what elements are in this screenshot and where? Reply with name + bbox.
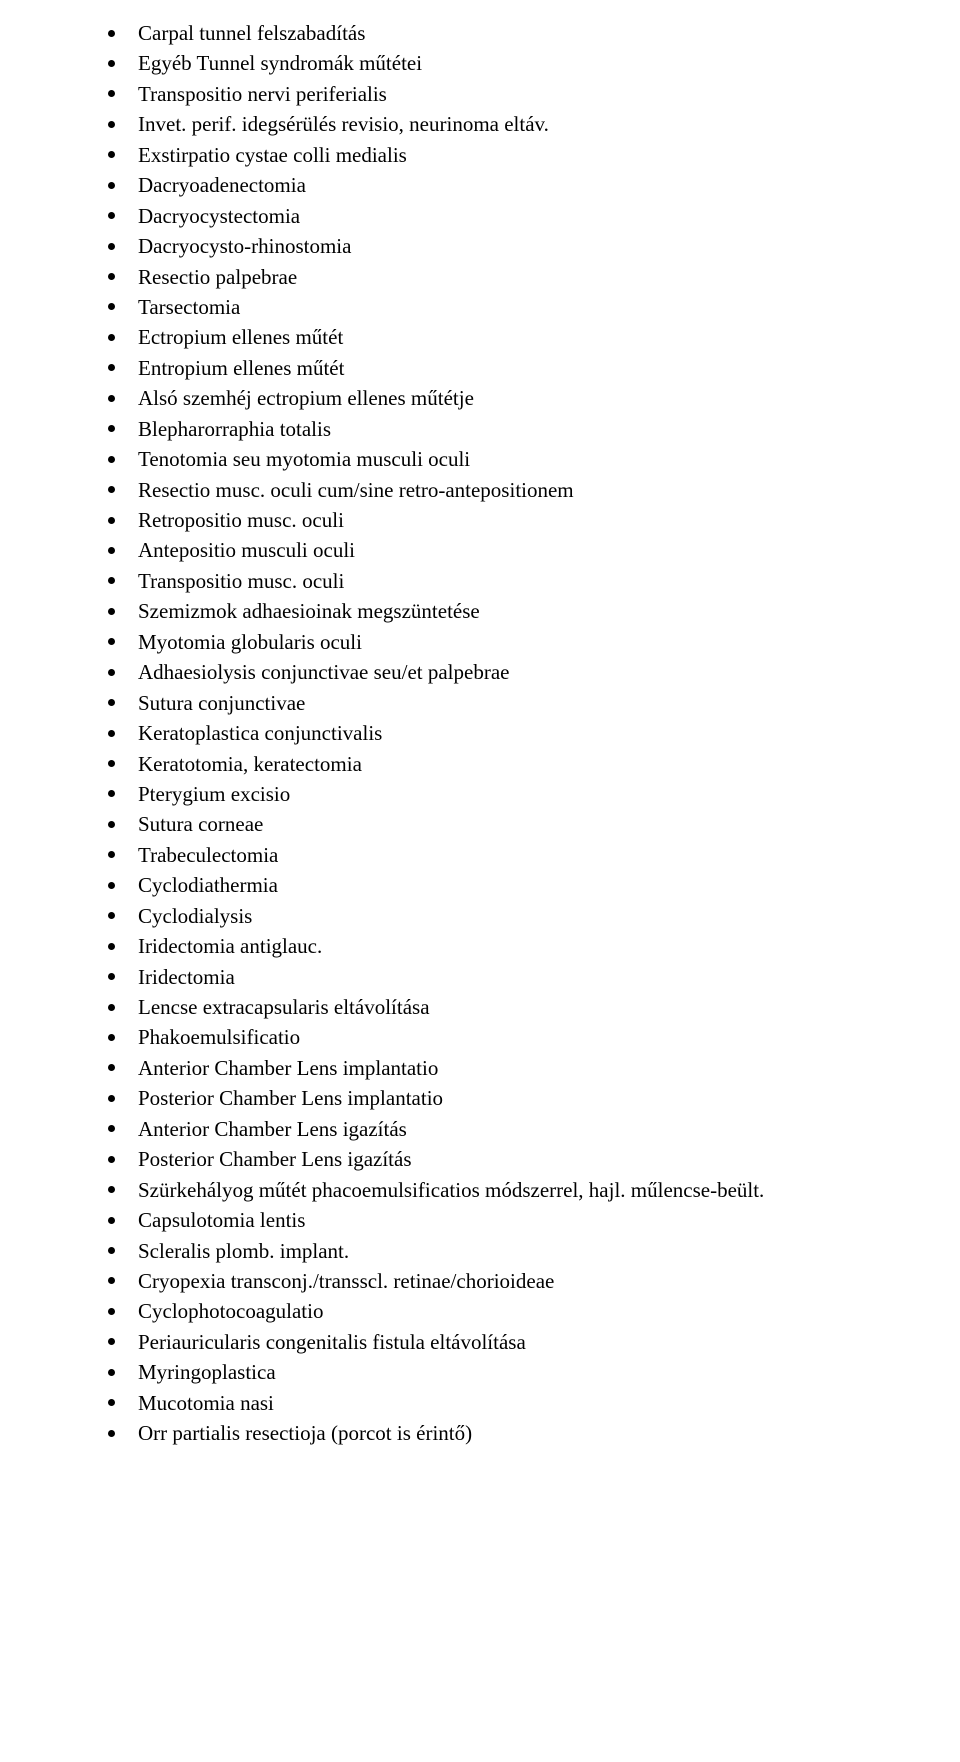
list-item: Tarsectomia: [108, 292, 900, 322]
list-item: Alsó szemhéj ectropium ellenes műtétje: [108, 383, 900, 413]
list-item: Scleralis plomb. implant.: [108, 1236, 900, 1266]
list-item: Pterygium excisio: [108, 779, 900, 809]
list-item: Orr partialis resectioja (porcot is érin…: [108, 1418, 900, 1448]
list-item: Szemizmok adhaesioinak megszüntetése: [108, 596, 900, 626]
list-item: Tenotomia seu myotomia musculi oculi: [108, 444, 900, 474]
list-item: Phakoemulsificatio: [108, 1022, 900, 1052]
list-item: Cyclodiathermia: [108, 870, 900, 900]
list-item: Invet. perif. idegsérülés revisio, neuri…: [108, 109, 900, 139]
list-item: Szürkehályog műtét phacoemulsificatios m…: [108, 1175, 900, 1205]
list-item: Iridectomia antiglauc.: [108, 931, 900, 961]
list-item: Dacryocysto-rhinostomia: [108, 231, 900, 261]
list-item: Dacryocystectomia: [108, 201, 900, 231]
list-item: Posterior Chamber Lens implantatio: [108, 1083, 900, 1113]
list-item: Capsulotomia lentis: [108, 1205, 900, 1235]
list-item: Carpal tunnel felszabadítás: [108, 18, 900, 48]
list-item: Cyclodialysis: [108, 901, 900, 931]
list-item: Antepositio musculi oculi: [108, 535, 900, 565]
list-item: Cryopexia transconj./transscl. retinae/c…: [108, 1266, 900, 1296]
list-item: Mucotomia nasi: [108, 1388, 900, 1418]
procedure-list: Carpal tunnel felszabadításEgyéb Tunnel …: [0, 18, 960, 1449]
list-item: Anterior Chamber Lens implantatio: [108, 1053, 900, 1083]
list-item: Exstirpatio cystae colli medialis: [108, 140, 900, 170]
list-item: Keratoplastica conjunctivalis: [108, 718, 900, 748]
list-item: Cyclophotocoagulatio: [108, 1296, 900, 1326]
list-item: Anterior Chamber Lens igazítás: [108, 1114, 900, 1144]
list-item: Adhaesiolysis conjunctivae seu/et palpeb…: [108, 657, 900, 687]
list-item: Iridectomia: [108, 962, 900, 992]
list-item: Blepharorraphia totalis: [108, 414, 900, 444]
list-item: Lencse extracapsularis eltávolítása: [108, 992, 900, 1022]
list-item: Dacryoadenectomia: [108, 170, 900, 200]
list-item: Trabeculectomia: [108, 840, 900, 870]
list-item: Retropositio musc. oculi: [108, 505, 900, 535]
list-item: Transpositio musc. oculi: [108, 566, 900, 596]
list-item: Keratotomia, keratectomia: [108, 749, 900, 779]
list-item: Myotomia globularis oculi: [108, 627, 900, 657]
list-item: Resectio musc. oculi cum/sine retro-ante…: [108, 475, 900, 505]
list-item: Entropium ellenes műtét: [108, 353, 900, 383]
list-item: Periauricularis congenitalis fistula elt…: [108, 1327, 900, 1357]
list-item: Sutura conjunctivae: [108, 688, 900, 718]
list-item: Myringoplastica: [108, 1357, 900, 1387]
list-item: Posterior Chamber Lens igazítás: [108, 1144, 900, 1174]
list-item: Ectropium ellenes műtét: [108, 322, 900, 352]
list-item: Egyéb Tunnel syndromák műtétei: [108, 48, 900, 78]
list-item: Transpositio nervi periferialis: [108, 79, 900, 109]
list-item: Resectio palpebrae: [108, 262, 900, 292]
list-item: Sutura corneae: [108, 809, 900, 839]
